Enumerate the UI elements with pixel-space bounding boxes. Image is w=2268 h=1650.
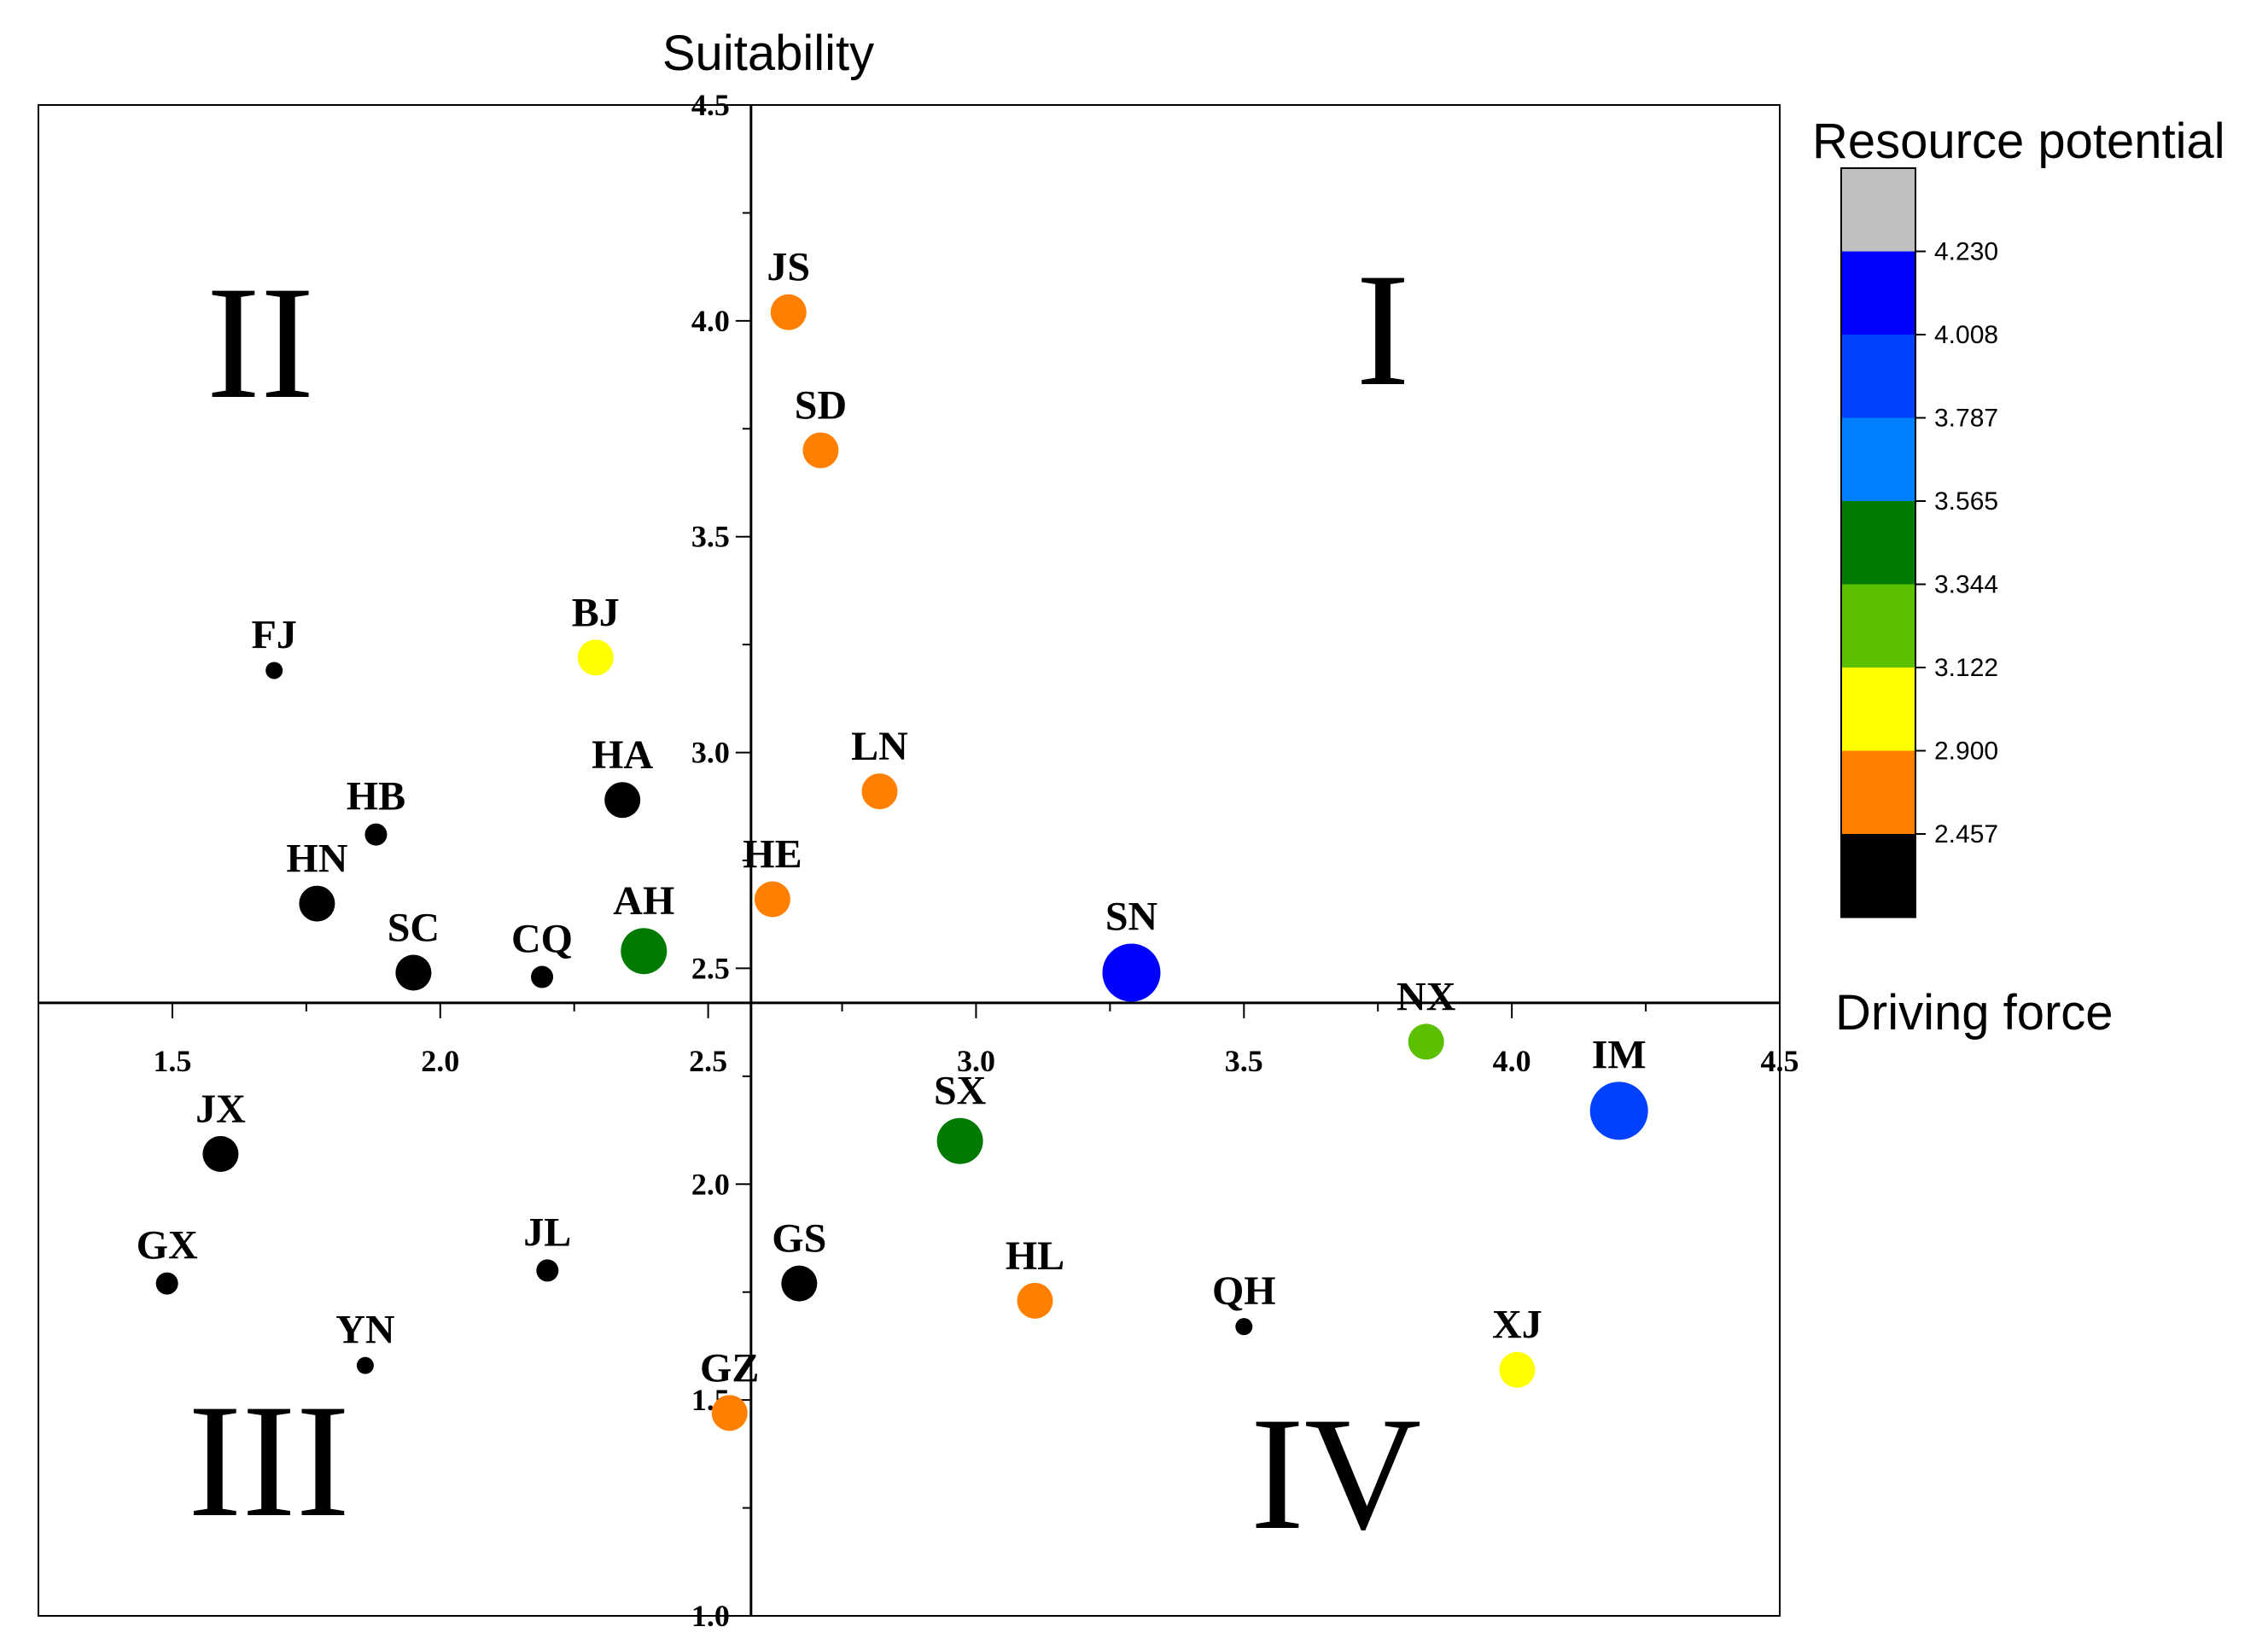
legend-tick-label: 3.344 xyxy=(1934,571,1998,599)
point-nx xyxy=(1408,1023,1444,1060)
legend-tick-label: 3.122 xyxy=(1934,654,1998,682)
point-label-gx: GX xyxy=(137,1223,198,1268)
legend-tick-label: 3.787 xyxy=(1934,405,1998,433)
point-jl xyxy=(536,1259,559,1282)
point-label-fj: FJ xyxy=(252,612,297,657)
point-gx xyxy=(155,1272,178,1295)
point-label-sx: SX xyxy=(934,1069,987,1114)
point-ah xyxy=(621,928,668,975)
point-ha xyxy=(604,782,641,819)
x-tick-label: 3.0 xyxy=(957,1044,995,1078)
point-qh xyxy=(1235,1318,1253,1336)
point-hb xyxy=(364,823,388,846)
y-axis-title: Suitability xyxy=(662,26,874,81)
y-tick-label: 4.5 xyxy=(691,88,730,122)
point-label-ha: HA xyxy=(592,732,653,778)
y-tick-label: 1.0 xyxy=(691,1599,730,1633)
legend-swatch xyxy=(1841,584,1915,668)
point-js xyxy=(770,294,807,330)
point-label-yn: YN xyxy=(335,1308,395,1353)
x-tick-label: 4.5 xyxy=(1761,1044,1799,1078)
legend-border xyxy=(1840,167,1916,918)
y-tick-label: 3.5 xyxy=(691,520,730,554)
quadrant-label-II: II xyxy=(207,254,315,433)
point-label-js: JS xyxy=(767,245,810,290)
legend-swatch xyxy=(1841,251,1915,335)
point-label-sd: SD xyxy=(795,383,847,429)
color-legend: Resource potential 4.230 4.008 3.787 3.565 3… xyxy=(1812,114,2225,918)
point-label-nx: NX xyxy=(1396,974,1456,1019)
point-label-qh: QH xyxy=(1212,1268,1276,1314)
point-cq xyxy=(531,965,554,988)
legend-tick-label: 2.457 xyxy=(1934,820,1998,848)
legend-tick-label: 4.230 xyxy=(1934,238,1998,266)
legend-title: Resource potential xyxy=(1812,114,2225,169)
point-he xyxy=(754,881,790,918)
point-label-ah: AH xyxy=(613,878,674,924)
point-sx xyxy=(936,1117,983,1164)
quadrant-label-IV: IV xyxy=(1251,1385,1421,1564)
point-label-im: IM xyxy=(1592,1032,1647,1077)
legend-swatch xyxy=(1841,668,1915,751)
x-tick-label: 1.5 xyxy=(153,1044,191,1078)
quadrant-label-I: I xyxy=(1356,241,1409,420)
point-xj xyxy=(1499,1351,1536,1388)
point-label-he: HE xyxy=(743,832,802,877)
point-hn xyxy=(299,885,335,922)
point-label-cq: CQ xyxy=(511,917,573,962)
x-axis-title: Driving force xyxy=(1835,985,2113,1041)
point-gz xyxy=(711,1395,748,1431)
legend-tick-label: 4.008 xyxy=(1934,321,1998,349)
y-tick-label: 4.0 xyxy=(691,304,730,338)
point-fj xyxy=(265,662,283,679)
x-tick-label: 2.0 xyxy=(421,1044,459,1078)
plot-frame xyxy=(38,104,1781,1617)
point-label-hb: HB xyxy=(347,774,405,819)
point-ln xyxy=(861,773,898,810)
point-label-gs: GS xyxy=(772,1216,826,1262)
x-tick-label: 4.0 xyxy=(1493,1044,1531,1078)
x-axis-ticks: 1.5 2.0 2.5 3.0 3.5 4.0 4.5 xyxy=(38,1002,1799,1078)
point-label-bj: BJ xyxy=(572,590,620,635)
legend-swatch xyxy=(1841,750,1915,834)
y-tick-label: 3.0 xyxy=(691,736,730,770)
legend-tick-label: 3.565 xyxy=(1934,487,1998,516)
point-yn xyxy=(356,1356,374,1374)
point-label-jx: JX xyxy=(195,1087,246,1132)
point-label-hn: HN xyxy=(286,837,347,882)
point-sn xyxy=(1102,943,1161,1002)
legend-tick-label: 2.900 xyxy=(1934,738,1998,766)
legend-swatch xyxy=(1841,834,1915,918)
point-label-sn: SN xyxy=(1105,894,1158,939)
point-jx xyxy=(202,1135,239,1172)
legend-swatch xyxy=(1841,501,1915,585)
point-sc xyxy=(395,954,432,991)
point-gs xyxy=(781,1265,818,1302)
legend-colorbar: 4.230 4.008 3.787 3.565 3.344 3.122 2.900 2.457 xyxy=(1840,167,1998,918)
legend-swatch xyxy=(1841,417,1915,501)
y-tick-label: 2.5 xyxy=(691,951,730,985)
legend-swatch xyxy=(1841,168,1915,252)
x-tick-label: 3.5 xyxy=(1225,1044,1263,1078)
point-bj xyxy=(577,639,614,676)
point-label-xj: XJ xyxy=(1492,1303,1542,1348)
point-label-sc: SC xyxy=(388,905,440,950)
point-sd xyxy=(802,432,839,469)
point-label-gz: GZ xyxy=(700,1345,759,1391)
point-label-ln: LN xyxy=(851,724,908,769)
point-label-hl: HL xyxy=(1006,1233,1064,1279)
point-im xyxy=(1589,1082,1648,1140)
quadrant-label-III: III xyxy=(188,1372,350,1551)
legend-swatch xyxy=(1841,335,1915,418)
point-hl xyxy=(1017,1282,1053,1319)
y-tick-label: 2.0 xyxy=(691,1167,730,1201)
point-label-jl: JL xyxy=(523,1210,571,1255)
x-tick-label: 2.5 xyxy=(689,1044,727,1078)
